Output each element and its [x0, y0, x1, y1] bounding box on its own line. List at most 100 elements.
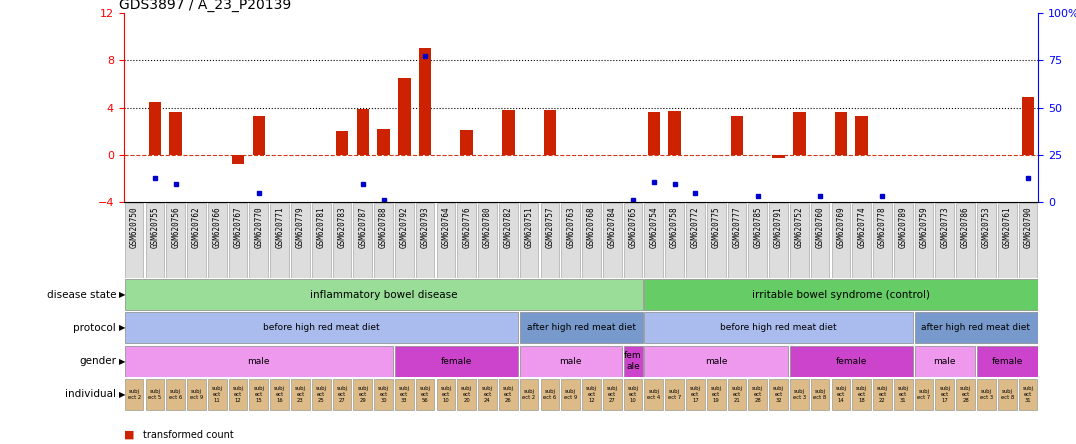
FancyBboxPatch shape: [645, 279, 1037, 310]
Bar: [855, 116, 868, 155]
FancyBboxPatch shape: [749, 379, 767, 410]
FancyBboxPatch shape: [374, 379, 393, 410]
Bar: [773, 155, 784, 159]
FancyBboxPatch shape: [353, 379, 372, 410]
Text: GSM620768: GSM620768: [586, 206, 596, 248]
Text: GSM620781: GSM620781: [316, 206, 326, 248]
Text: GSM620774: GSM620774: [858, 206, 866, 248]
FancyBboxPatch shape: [520, 203, 538, 278]
Text: GSM620759: GSM620759: [920, 206, 929, 248]
FancyBboxPatch shape: [125, 279, 642, 310]
FancyBboxPatch shape: [727, 379, 747, 410]
FancyBboxPatch shape: [520, 379, 538, 410]
Text: subj
ect
27: subj ect 27: [337, 386, 348, 403]
Text: GSM620772: GSM620772: [691, 206, 699, 248]
Text: GSM620760: GSM620760: [816, 206, 824, 248]
FancyBboxPatch shape: [229, 203, 247, 278]
Text: GSM620756: GSM620756: [171, 206, 180, 248]
Text: subj
ect 8: subj ect 8: [1001, 389, 1014, 400]
Text: female: female: [441, 357, 472, 366]
Bar: [398, 78, 411, 155]
FancyBboxPatch shape: [707, 379, 725, 410]
FancyBboxPatch shape: [977, 203, 995, 278]
FancyBboxPatch shape: [935, 203, 954, 278]
Text: GSM620789: GSM620789: [898, 206, 908, 248]
FancyBboxPatch shape: [832, 203, 850, 278]
Text: subj
ect 3: subj ect 3: [980, 389, 993, 400]
Text: subj
ect 8: subj ect 8: [813, 389, 826, 400]
Text: subj
ect
17: subj ect 17: [939, 386, 950, 403]
FancyBboxPatch shape: [915, 345, 975, 377]
Text: GSM620755: GSM620755: [151, 206, 159, 248]
FancyBboxPatch shape: [957, 203, 975, 278]
Text: GSM620793: GSM620793: [421, 206, 429, 248]
Text: GSM620784: GSM620784: [608, 206, 617, 248]
Text: subj
ect 6: subj ect 6: [169, 389, 182, 400]
FancyBboxPatch shape: [125, 379, 143, 410]
Text: subj
ect
22: subj ect 22: [877, 386, 888, 403]
Text: subj
ect
18: subj ect 18: [856, 386, 867, 403]
FancyBboxPatch shape: [977, 379, 995, 410]
FancyBboxPatch shape: [852, 379, 870, 410]
FancyBboxPatch shape: [395, 345, 518, 377]
Text: subj
ect 5: subj ect 5: [148, 389, 161, 400]
FancyBboxPatch shape: [437, 379, 455, 410]
FancyBboxPatch shape: [167, 379, 185, 410]
Text: male: male: [934, 357, 957, 366]
Bar: [502, 110, 514, 155]
Text: GSM620769: GSM620769: [836, 206, 846, 248]
FancyBboxPatch shape: [769, 203, 788, 278]
Bar: [356, 109, 369, 155]
FancyBboxPatch shape: [582, 203, 600, 278]
Text: female: female: [836, 357, 867, 366]
FancyBboxPatch shape: [395, 203, 413, 278]
Text: GSM620770: GSM620770: [254, 206, 264, 248]
Text: subj
ect
33: subj ect 33: [399, 386, 410, 403]
Bar: [419, 48, 431, 155]
Text: protocol: protocol: [73, 323, 116, 333]
Text: subj
ect
31: subj ect 31: [897, 386, 909, 403]
Text: GSM620750: GSM620750: [129, 206, 139, 248]
Text: disease state: disease state: [46, 289, 116, 300]
FancyBboxPatch shape: [582, 379, 600, 410]
Text: male: male: [560, 357, 582, 366]
FancyBboxPatch shape: [769, 379, 788, 410]
FancyBboxPatch shape: [1019, 379, 1037, 410]
Text: male: male: [247, 357, 270, 366]
FancyBboxPatch shape: [270, 379, 289, 410]
Text: before high red meat diet: before high red meat diet: [720, 323, 837, 333]
FancyBboxPatch shape: [292, 203, 310, 278]
FancyBboxPatch shape: [353, 203, 372, 278]
FancyBboxPatch shape: [229, 379, 247, 410]
Text: subj
ect
26: subj ect 26: [502, 386, 513, 403]
Text: subj
ect
28: subj ect 28: [960, 386, 971, 403]
FancyBboxPatch shape: [270, 203, 289, 278]
Text: subj
ect 7: subj ect 7: [668, 389, 681, 400]
Text: subj
ect
25: subj ect 25: [315, 386, 327, 403]
Text: subj
ect 9: subj ect 9: [564, 389, 577, 400]
Text: GSM620751: GSM620751: [525, 206, 534, 248]
Text: GSM620771: GSM620771: [275, 206, 284, 248]
FancyBboxPatch shape: [125, 312, 518, 344]
Text: inflammatory bowel disease: inflammatory bowel disease: [310, 289, 457, 300]
FancyBboxPatch shape: [624, 345, 642, 377]
FancyBboxPatch shape: [395, 379, 413, 410]
FancyBboxPatch shape: [292, 379, 310, 410]
FancyBboxPatch shape: [645, 312, 914, 344]
Bar: [668, 111, 681, 155]
Bar: [793, 112, 806, 155]
Text: subj
ect
10: subj ect 10: [627, 386, 638, 403]
Text: GSM620754: GSM620754: [649, 206, 659, 248]
FancyBboxPatch shape: [457, 203, 476, 278]
Text: GSM620780: GSM620780: [483, 206, 492, 248]
FancyBboxPatch shape: [727, 203, 747, 278]
Text: subj
ect 4: subj ect 4: [647, 389, 661, 400]
FancyBboxPatch shape: [374, 203, 393, 278]
FancyBboxPatch shape: [437, 203, 455, 278]
Text: GSM620758: GSM620758: [670, 206, 679, 248]
FancyBboxPatch shape: [125, 203, 143, 278]
Text: after high red meat diet: after high red meat diet: [526, 323, 636, 333]
Text: after high red meat diet: after high red meat diet: [921, 323, 1031, 333]
Bar: [543, 110, 556, 155]
FancyBboxPatch shape: [645, 345, 789, 377]
